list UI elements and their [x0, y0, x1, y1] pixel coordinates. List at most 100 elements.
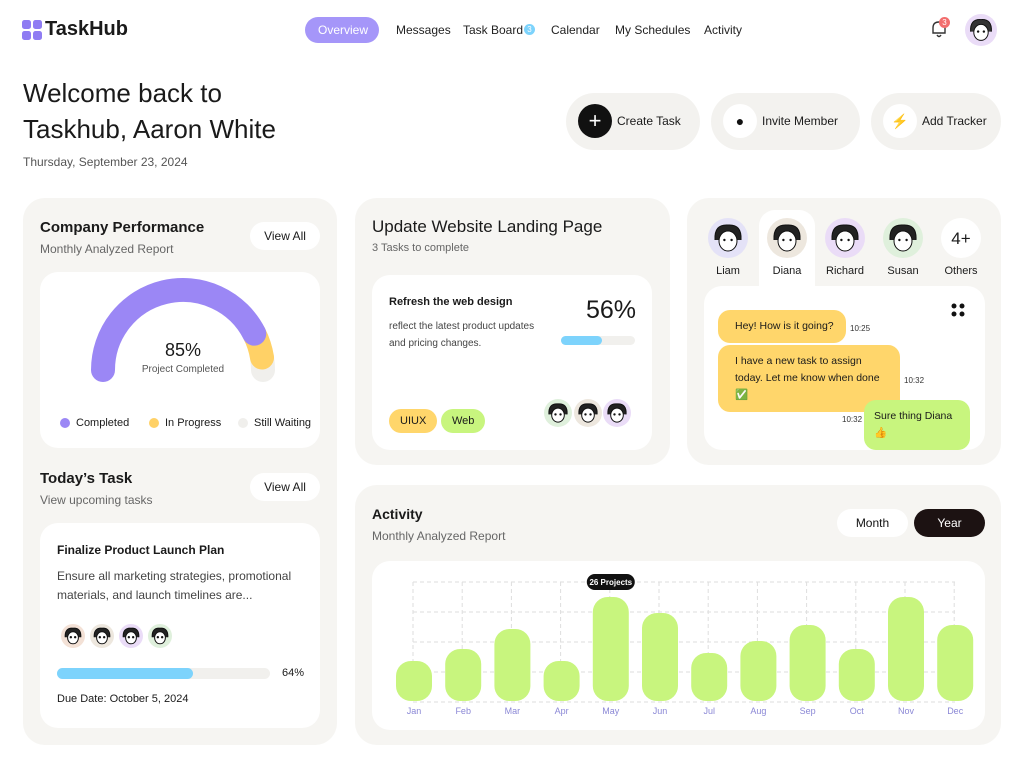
action-button[interactable]: + Create Task	[566, 93, 700, 150]
task-title: Finalize Product Launch Plan	[57, 543, 225, 557]
others-count: 4+	[951, 229, 971, 248]
action-button[interactable]: ⚡ Add Tracker	[871, 93, 1001, 150]
x-tick-label: Feb	[455, 706, 471, 716]
logo-square	[22, 31, 31, 40]
avatar-eye	[102, 636, 106, 639]
avatar	[965, 14, 997, 46]
chart-subtitle: Monthly Analyzed Report	[372, 529, 506, 543]
avatar-eye	[789, 238, 792, 242]
avatar-eye	[847, 238, 850, 242]
nav-item[interactable]: Messages	[396, 23, 451, 37]
avatar-face	[67, 631, 79, 645]
menu-dot	[951, 303, 957, 309]
action-icon: ●	[723, 104, 757, 138]
x-tick-label: Dec	[947, 706, 964, 716]
nav-item[interactable]: Activity	[704, 23, 743, 37]
nav-item[interactable]: Calendar	[551, 23, 600, 37]
x-tick-label: Oct	[850, 706, 865, 716]
avatar-face	[777, 230, 797, 252]
bar	[543, 661, 580, 701]
nav-active-pill	[305, 17, 379, 43]
avatar	[883, 218, 923, 258]
gauge	[91, 278, 275, 382]
x-tick-label: Jun	[653, 706, 668, 716]
action-label[interactable]: Invite Member	[762, 114, 839, 128]
avatar-eye	[559, 413, 562, 416]
task-title: Refresh the web design	[389, 296, 513, 308]
x-tick-label: Sep	[800, 706, 816, 716]
action-button[interactable]: ● Invite Member	[711, 93, 860, 150]
avatar-eye	[127, 636, 131, 639]
avatar	[61, 624, 85, 648]
tag: UIUX	[389, 409, 438, 433]
x-tick-label: May	[602, 706, 620, 716]
bar	[396, 661, 432, 701]
action-label[interactable]: Add Tracker	[922, 114, 987, 128]
value-label: 26 Projects	[589, 578, 632, 587]
chat-time: 10:32	[842, 415, 863, 424]
member-name[interactable]: Richard	[826, 265, 864, 277]
action-icon: +	[578, 104, 612, 138]
nav-badge: 3	[524, 24, 535, 35]
bar	[445, 649, 482, 701]
chat-time: 10:25	[850, 324, 871, 333]
card-title: Company Performance	[40, 219, 205, 236]
member-name[interactable]: Diana	[772, 265, 802, 277]
avatar-eye	[160, 636, 164, 639]
others-label[interactable]: Others	[944, 265, 978, 277]
bar	[740, 641, 777, 701]
gauge-segment	[91, 278, 267, 382]
avatar-eye	[618, 413, 621, 416]
legend-label: Still Waiting	[254, 417, 312, 429]
nav-item[interactable]: Task Board	[463, 23, 524, 37]
bar	[642, 613, 678, 701]
legend-dot	[238, 418, 248, 428]
card-title: Today’s Task	[40, 470, 133, 487]
task-description: Ensure all marketing strategies, promoti…	[57, 569, 292, 602]
avatar-eye	[69, 636, 73, 639]
avatar-eye	[554, 413, 557, 416]
toggle-button[interactable]: Month	[837, 509, 908, 537]
welcome-date: Thursday, September 23, 2024	[23, 155, 188, 169]
menu-dot	[951, 311, 957, 317]
avatar-face	[893, 230, 913, 252]
logo-square	[33, 20, 42, 29]
avatar-face	[125, 631, 137, 645]
gauge-caption: Project Completed	[141, 364, 225, 375]
due-date: Due Date: October 5, 2024	[57, 693, 189, 705]
card-title: Update Website Landing Page	[372, 217, 603, 236]
x-tick-label: Jan	[407, 706, 422, 716]
avatar-eye	[131, 636, 135, 639]
task-panel	[40, 523, 320, 728]
nav-item[interactable]: My Schedules	[615, 23, 691, 37]
member-name[interactable]: Liam	[716, 265, 740, 277]
view-all-button[interactable]: View All	[250, 222, 320, 250]
legend-dot	[60, 418, 70, 428]
avatar-eye	[156, 636, 160, 639]
avatar	[544, 399, 572, 427]
toggle-button[interactable]: Year	[914, 509, 985, 537]
welcome-title: Taskhub, Aaron White	[23, 114, 276, 144]
avatar-face	[551, 407, 565, 423]
avatar-eye	[730, 238, 733, 242]
bar	[494, 629, 531, 701]
member-name[interactable]: Susan	[887, 265, 919, 277]
x-tick-label: Mar	[505, 706, 521, 716]
view-all-button[interactable]: View All	[250, 473, 320, 501]
menu-dot	[959, 311, 965, 317]
nav-item[interactable]: Overview	[318, 23, 369, 37]
welcome-title: Welcome back to	[23, 78, 222, 108]
x-tick-label: Aug	[750, 706, 766, 716]
avatar	[708, 218, 748, 258]
avatar-face	[835, 230, 855, 252]
logo-square	[33, 31, 42, 40]
chart-title: Activity	[372, 506, 423, 522]
avatar-eye	[584, 413, 587, 416]
avatar-face	[154, 631, 166, 645]
avatar	[825, 218, 865, 258]
tag: Web	[441, 409, 486, 433]
value-label-bg	[586, 574, 635, 590]
chat-bubble: Sure thing Diana👍	[864, 400, 970, 450]
action-label[interactable]: Create Task	[617, 114, 681, 128]
